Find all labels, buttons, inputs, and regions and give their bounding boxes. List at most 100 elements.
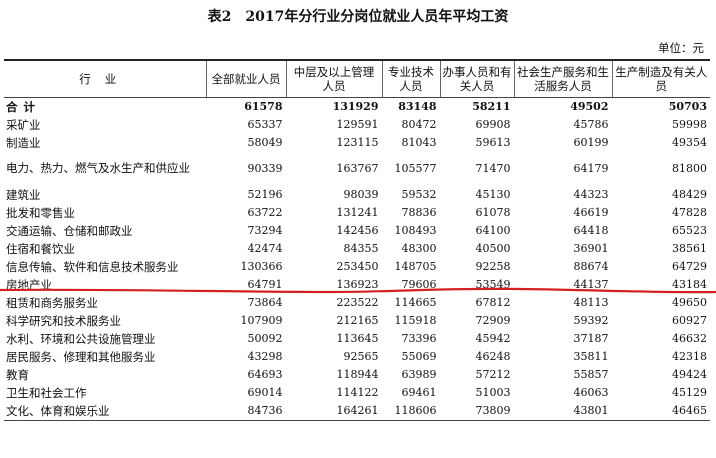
wage-value: 61578: [244, 99, 283, 113]
wage-value: 81043: [401, 135, 437, 149]
wage-value: 49424: [672, 367, 707, 381]
wage-value: 60927: [672, 313, 707, 327]
wage-value: 148705: [394, 259, 437, 273]
wage-value: 46248: [475, 349, 511, 363]
wage-value: 64100: [475, 223, 511, 237]
wage-value: 48429: [672, 187, 707, 201]
wage-value: 50092: [247, 331, 283, 345]
wage-value: 105577: [394, 161, 437, 175]
wage-value: 49502: [570, 99, 609, 113]
wage-value: 69014: [247, 385, 283, 399]
industry-name: 信息传输、软件和信息技术服务业: [6, 259, 179, 274]
wage-value: 65337: [247, 117, 283, 131]
header-row: 行业 全部就业人员 中层及以上管理人员 专业技术人员 办事人员和有关人员 社会生产服务和生…: [4, 59, 710, 98]
table-row: 住宿和餐饮业 42474 84355 48300 40500 36901 38561: [4, 240, 710, 258]
wage-value: 113645: [336, 331, 379, 345]
wage-value: 55069: [401, 349, 437, 363]
wage-value: 69908: [475, 117, 511, 131]
wage-value: 37187: [573, 331, 609, 345]
industry-name: 科学研究和技术服务业: [6, 313, 121, 328]
total-row: 合计 61578 131929 83148 58211 49502 50703: [4, 97, 710, 116]
wage-value: 88674: [573, 259, 609, 273]
wage-value: 131241: [336, 205, 379, 219]
wage-value: 114665: [394, 295, 437, 309]
industry-name: 居民服务、修理和其他服务业: [6, 349, 156, 364]
column-header-4: 办事人员和有关人员: [439, 59, 514, 98]
wage-value: 64791: [247, 277, 283, 291]
wage-value: 212165: [336, 313, 379, 327]
wage-value: 131929: [332, 99, 379, 113]
wage-value: 43298: [247, 349, 283, 363]
wage-value: 45786: [573, 117, 609, 131]
wage-value: 118606: [382, 401, 440, 421]
table-row: 居民服务、修理和其他服务业 43298 92565 55069 46248 35811 42…: [4, 348, 710, 366]
table-row: 文化、体育和娱乐业 84736 164261 118606 73809 43801 4646…: [4, 401, 710, 421]
wage-value: 59613: [475, 135, 511, 149]
wage-value: 47828: [672, 205, 707, 219]
wage-value: 71470: [475, 161, 511, 175]
wage-value: 53549: [475, 277, 511, 291]
table-row: 电力、热力、燃气及水生产和供应业 90339 163767 105577 71470 64…: [4, 152, 710, 186]
table-row: 房地产业 64791 136923 79606 53549 44137 43184: [4, 276, 710, 294]
wage-value: 49650: [672, 295, 707, 309]
industry-name: 租赁和商务服务业: [6, 295, 98, 310]
wage-value: 49354: [672, 135, 707, 149]
wage-value: 46619: [573, 205, 609, 219]
table-row: 批发和零售业 63722 131241 78836 61078 46619 47828: [4, 204, 710, 222]
wage-value: 45130: [475, 187, 511, 201]
industry-name: 住宿和餐饮业: [6, 241, 75, 256]
wage-value: 64729: [672, 259, 707, 273]
wage-value: 80472: [401, 117, 437, 131]
table-row: 建筑业 52196 98039 59532 45130 44323 48429: [4, 186, 710, 204]
wage-value: 123115: [336, 135, 379, 149]
wage-value: 129591: [336, 117, 379, 131]
wage-value: 58211: [472, 99, 511, 113]
wage-value: 42318: [672, 349, 707, 363]
table-body: 合计 61578 131929 83148 58211 49502 50703 采矿业 6533…: [4, 97, 710, 421]
wage-table: 行业 全部就业人员 中层及以上管理人员 专业技术人员 办事人员和有关人员 社会生产服务和生…: [4, 59, 710, 421]
wage-value: 73864: [247, 295, 283, 309]
wage-value: 81800: [672, 161, 707, 175]
wage-value: 73294: [247, 223, 283, 237]
wage-value: 59998: [672, 117, 707, 131]
wage-value: 69461: [401, 385, 437, 399]
column-header-2: 中层及以上管理人员: [285, 59, 382, 98]
wage-value: 163767: [336, 161, 379, 175]
wage-value: 115918: [394, 313, 437, 327]
wage-value: 46063: [573, 385, 609, 399]
wage-value: 63989: [401, 367, 437, 381]
table-row: 交通运输、仓储和邮政业 73294 142456 108493 64100 64418 65…: [4, 222, 710, 240]
wage-value: 64693: [247, 367, 283, 381]
wage-value: 60199: [573, 135, 609, 149]
wage-value: 52196: [247, 187, 283, 201]
industry-name: 水利、环境和公共设施管理业: [6, 331, 156, 346]
wage-value: 253450: [336, 259, 379, 273]
wage-value: 45942: [475, 331, 511, 345]
wage-value: 38561: [672, 241, 707, 255]
wage-value: 46632: [672, 331, 707, 345]
wage-value: 164261: [286, 401, 382, 421]
industry-name: 文化、体育和娱乐业: [4, 401, 206, 421]
wage-value: 43801: [514, 401, 612, 421]
table-row: 采矿业 65337 129591 80472 69908 45786 59998: [4, 116, 710, 134]
wage-value: 84736: [206, 401, 286, 421]
wage-value: 130366: [240, 259, 283, 273]
red-annotation-line: [0, 287, 716, 294]
table-row: 水利、环境和公共设施管理业 50092 113645 73396 45942 37187 4…: [4, 330, 710, 348]
table-title: 表2 2017年分行业分岗位就业人员年平均工资: [207, 9, 509, 25]
wage-value: 42474: [247, 241, 283, 255]
table-row: 制造业 58049 123115 81043 59613 60199 49354: [4, 134, 710, 152]
wage-value: 61078: [475, 205, 511, 219]
table-row: 租赁和商务服务业 73864 223522 114665 67812 48113 49650: [4, 294, 710, 312]
wage-value: 35811: [573, 349, 609, 363]
column-header-1: 全部就业人员: [205, 59, 286, 98]
table-row: 信息传输、软件和信息技术服务业 130366 253450 148705 92258 88…: [4, 258, 710, 276]
wage-value: 79606: [401, 277, 437, 291]
wage-value: 45129: [672, 385, 707, 399]
table-row: 教育 64693 118944 63989 57212 55857 49424: [4, 366, 710, 384]
wage-value: 118944: [336, 367, 379, 381]
wage-value: 84355: [343, 241, 379, 255]
wage-value: 59532: [401, 187, 437, 201]
wage-value: 83148: [398, 99, 437, 113]
